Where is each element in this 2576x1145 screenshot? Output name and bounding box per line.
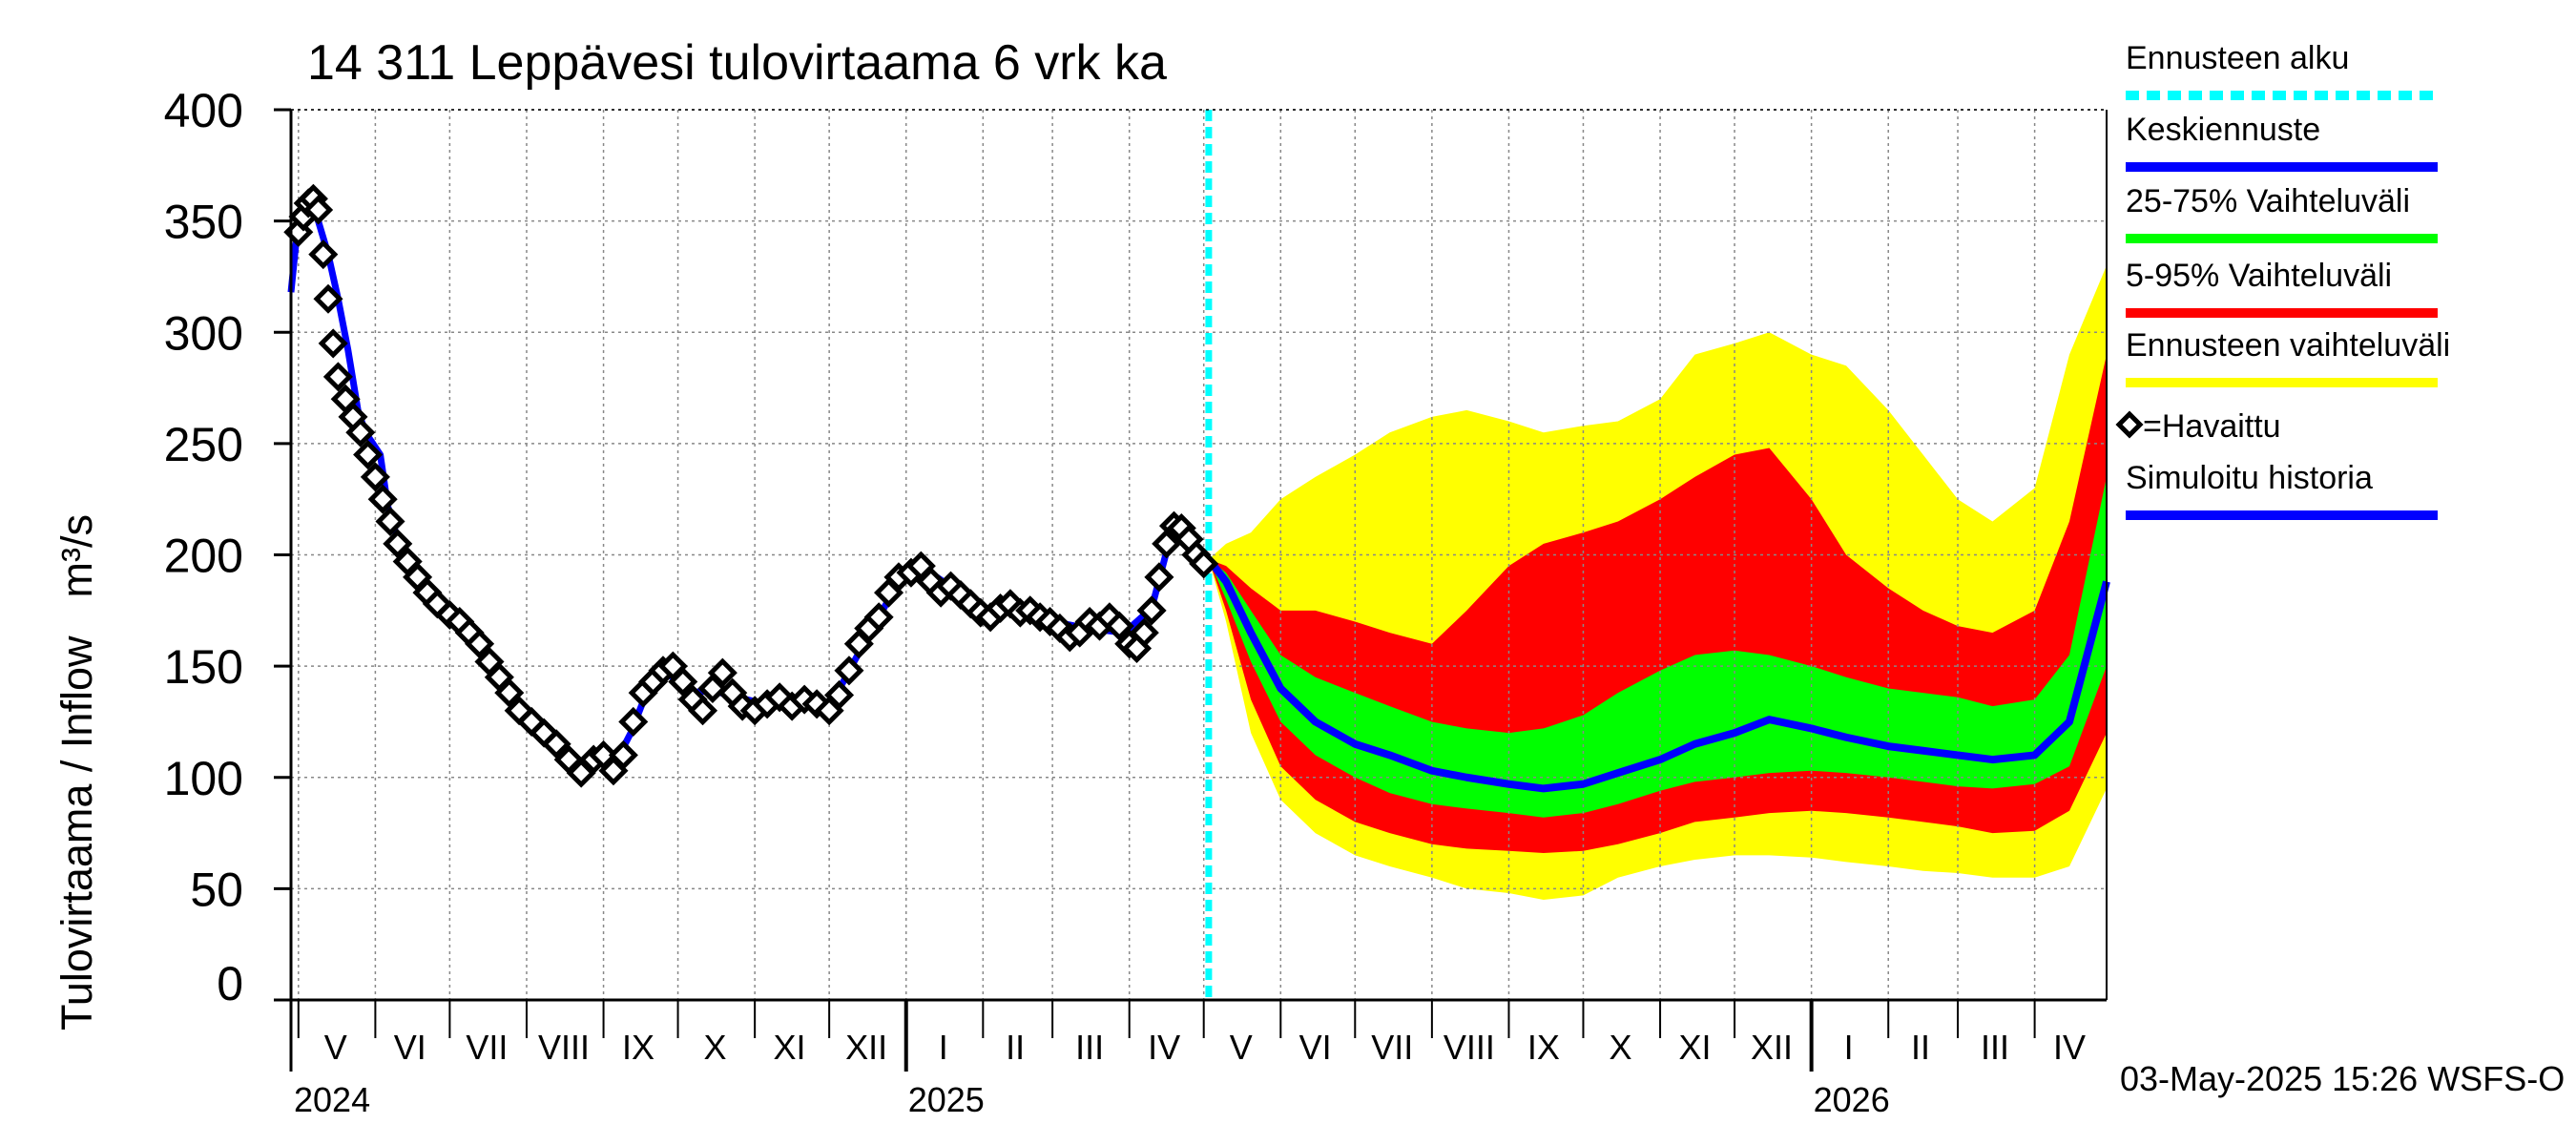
observed-point bbox=[1189, 549, 1219, 579]
x-month-label: IX bbox=[622, 1028, 654, 1067]
observed-point bbox=[367, 484, 398, 514]
observed-point bbox=[318, 328, 348, 359]
legend: Ennusteen alku Keskiennuste 25-75% Vaihtel… bbox=[2115, 40, 2450, 520]
observed-point bbox=[353, 440, 384, 470]
observed-point bbox=[1129, 617, 1159, 648]
x-month-label: VI bbox=[394, 1028, 426, 1067]
x-month-label: VII bbox=[1371, 1028, 1413, 1067]
x-month-label: III bbox=[1981, 1028, 2009, 1067]
y-axis-label: Tulovirtaama / Inflow m³/s bbox=[52, 514, 102, 1030]
x-month-label: VII bbox=[466, 1028, 508, 1067]
observed-point bbox=[688, 696, 718, 726]
observed-point bbox=[308, 239, 339, 270]
timestamp-footer: 03-May-2025 15:26 WSFS-O bbox=[2120, 1059, 2566, 1098]
observed-point bbox=[375, 506, 405, 537]
legend-marker bbox=[2115, 410, 2144, 439]
observed-point bbox=[345, 417, 376, 448]
observed-point bbox=[834, 656, 864, 686]
observed-point bbox=[313, 283, 343, 314]
x-year-label: 2024 bbox=[294, 1080, 370, 1119]
grid bbox=[291, 109, 2107, 1000]
observed-point bbox=[303, 195, 334, 225]
observed-point bbox=[824, 679, 855, 710]
observed-point bbox=[668, 666, 698, 697]
observed-point bbox=[618, 706, 649, 737]
y-tick-label: 250 bbox=[164, 418, 243, 471]
x-month-label: IV bbox=[2053, 1028, 2086, 1067]
legend-label: Keskiennuste bbox=[2126, 112, 2320, 148]
legend-label: Ennusteen vaihteluväli bbox=[2126, 327, 2450, 364]
observed-markers bbox=[283, 183, 1219, 788]
legend-label: 5-95% Vaihteluväli bbox=[2126, 258, 2392, 294]
y-axis-unit: m³/s bbox=[52, 514, 101, 598]
observed-point bbox=[608, 739, 638, 770]
x-month-label: IX bbox=[1527, 1028, 1560, 1067]
y-tick-label: 50 bbox=[190, 863, 243, 916]
x-month-label: XI bbox=[774, 1028, 806, 1067]
observed-point bbox=[863, 602, 894, 633]
x-month-label: VIII bbox=[1444, 1028, 1495, 1067]
x-month-label: II bbox=[1911, 1028, 1930, 1067]
y-tick-label: 100 bbox=[164, 752, 243, 805]
observed-point bbox=[322, 362, 353, 392]
observed-point bbox=[1144, 562, 1174, 593]
x-month-label: II bbox=[1006, 1028, 1025, 1067]
observed-point bbox=[383, 529, 413, 559]
legend-label: Simuloitu historia bbox=[2126, 460, 2373, 496]
y-tick-label: 400 bbox=[164, 84, 243, 137]
chart-title: 14 311 Leppävesi tulovirtaama 6 vrk ka bbox=[307, 35, 1167, 91]
observed-point bbox=[541, 729, 571, 760]
observed-point bbox=[465, 629, 495, 659]
x-month-label: X bbox=[704, 1028, 727, 1067]
y-tick-label: 300 bbox=[164, 306, 243, 360]
median-forecast-line bbox=[1205, 556, 2110, 793]
x-month-label: V bbox=[1230, 1028, 1253, 1067]
x-month-label: IV bbox=[1148, 1028, 1180, 1067]
legend-label: =Havaittu bbox=[2143, 408, 2281, 445]
legend-label: 25-75% Vaihteluväli bbox=[2126, 183, 2410, 219]
observed-point bbox=[1136, 595, 1167, 626]
x-month-label: V bbox=[324, 1028, 347, 1067]
x-month-label: XI bbox=[1678, 1028, 1711, 1067]
simulated-history-line bbox=[287, 199, 1212, 770]
y-tick-label: 350 bbox=[164, 196, 243, 249]
y-tick-label: 200 bbox=[164, 530, 243, 583]
x-month-label: VIII bbox=[538, 1028, 590, 1067]
y-tick-label: 150 bbox=[164, 640, 243, 694]
y-tick-label: 0 bbox=[217, 957, 243, 1010]
legend-label: Ennusteen alku bbox=[2126, 40, 2349, 76]
observed-point bbox=[1104, 611, 1134, 641]
x-month-label: X bbox=[1609, 1028, 1631, 1067]
observed-point bbox=[360, 462, 390, 492]
x-month-label: III bbox=[1075, 1028, 1104, 1067]
x-month-label: VI bbox=[1299, 1028, 1332, 1067]
x-month-label: XII bbox=[845, 1028, 887, 1067]
observed-point bbox=[707, 657, 737, 688]
observed-point bbox=[494, 677, 525, 708]
y-axis-title: Tulovirtaama / Inflow bbox=[52, 635, 101, 1030]
x-month-label: I bbox=[1844, 1028, 1854, 1067]
x-month-label: XII bbox=[1751, 1028, 1793, 1067]
x-month-label: I bbox=[939, 1028, 948, 1067]
band-25-75 bbox=[1208, 476, 2107, 818]
x-year-label: 2026 bbox=[1814, 1080, 1890, 1119]
x-year-label: 2025 bbox=[908, 1080, 985, 1119]
forecast-bands bbox=[1208, 265, 2107, 901]
